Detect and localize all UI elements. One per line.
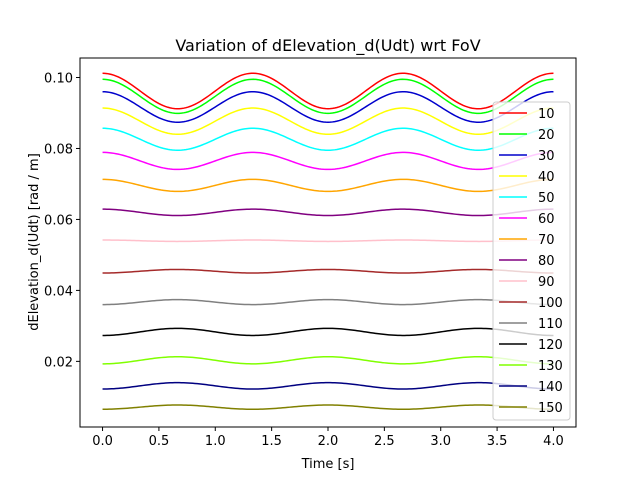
legend-label: 110 [538,317,563,332]
legend-label: 60 [538,212,555,227]
legend-label: 30 [538,149,555,164]
y-tick-label: 0.02 [44,355,73,370]
series-line-130 [102,355,554,365]
series-line-70 [102,178,554,193]
legend-label: 40 [538,170,555,185]
x-tick-label: 2.5 [374,434,395,449]
legend-label: 100 [538,296,563,311]
legend-label: 140 [538,380,563,395]
legend-label: 130 [538,359,563,374]
x-tick-label: 2.0 [318,434,339,449]
legend-label: 20 [538,128,555,143]
series-line-120 [102,327,554,337]
series-line-90 [102,239,554,243]
legend-label: 70 [538,233,555,248]
y-tick-label: 0.04 [44,284,73,299]
y-axis: 0.02 0.04 0.06 0.08 0.10 [44,72,80,370]
y-tick-label: 0.06 [44,213,73,228]
series-line-10 [102,72,554,110]
x-axis: 0.0 0.5 1.0 1.5 2.0 2.5 3.0 3.5 4.0 [92,427,564,449]
legend-box [492,101,571,421]
series-line-50 [102,127,554,152]
series-line-140 [102,381,554,390]
y-tick-label: 0.08 [44,142,73,157]
series-line-40 [102,107,554,136]
plot-lines [102,72,554,411]
x-tick-label: 3.0 [430,434,451,449]
x-tick-label: 0.5 [149,434,170,449]
y-axis-label: dElevation_d(Udt) [rad / m] [27,153,42,331]
legend-label: 10 [538,107,555,122]
legend-label: 120 [538,338,563,353]
series-line-110 [102,298,554,306]
series-line-30 [102,90,554,123]
x-axis-label: Time [s] [301,457,355,472]
series-line-60 [102,151,554,171]
legend-label: 80 [538,254,555,269]
legend-label: 150 [538,401,563,416]
x-tick-label: 3.5 [487,434,508,449]
chart-title: Variation of dElevation_d(Udt) wrt FoV [175,36,480,56]
series-line-100 [102,268,554,274]
x-tick-label: 0.0 [92,434,113,449]
legend-label: 90 [538,275,555,290]
series-line-150 [102,404,554,411]
legend: 10 20 30 40 50 60 70 80 90 100 110 120 130 140 150 [492,101,571,421]
series-line-20 [102,78,554,115]
x-tick-label: 1.5 [261,434,282,449]
x-tick-label: 4.0 [543,434,564,449]
series-line-80 [102,208,554,217]
y-tick-label: 0.10 [44,72,73,87]
legend-label: 50 [538,191,555,206]
x-tick-label: 1.0 [205,434,226,449]
